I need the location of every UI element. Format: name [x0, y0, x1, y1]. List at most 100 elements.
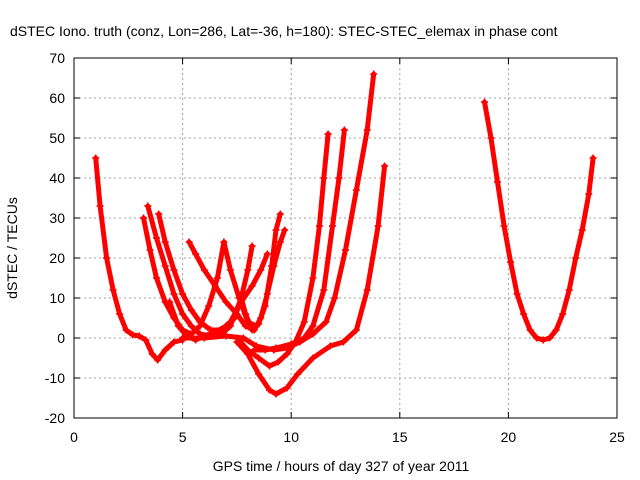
- data-point: [572, 254, 580, 262]
- chart-title: dSTEC Iono. truth (conz, Lon=286, Lat=-3…: [10, 23, 558, 39]
- data-point: [161, 238, 169, 246]
- data-point: [255, 370, 263, 378]
- data-point: [294, 370, 302, 378]
- data-point: [331, 294, 339, 302]
- series-line: [234, 163, 388, 397]
- data-point: [487, 134, 495, 142]
- data-point: [244, 266, 252, 274]
- x-tick-label: 5: [179, 429, 187, 445]
- data-point: [226, 266, 234, 274]
- data-point: [533, 334, 541, 342]
- y-axis-label: dSTEC / TECUs: [4, 197, 20, 299]
- data-point: [248, 326, 256, 334]
- x-tick-label: 20: [501, 429, 517, 445]
- data-point: [283, 384, 291, 392]
- data-point: [205, 302, 213, 310]
- series-10: [233, 162, 389, 398]
- x-axis-ticks: 0 5 10 15 20 25: [70, 58, 625, 445]
- data-point: [507, 258, 515, 266]
- data-point: [185, 238, 193, 246]
- data-point: [222, 298, 230, 306]
- data-point: [283, 350, 291, 358]
- data-point: [187, 322, 195, 330]
- data-point: [154, 356, 162, 364]
- data-point: [513, 290, 521, 298]
- data-point: [274, 358, 282, 366]
- y-tick-label: 70: [49, 50, 65, 66]
- y-tick-label: -20: [45, 410, 65, 426]
- data-point: [309, 274, 317, 282]
- data-point: [166, 298, 174, 306]
- data-point: [179, 290, 187, 298]
- data-point: [309, 354, 317, 362]
- data-point: [370, 70, 378, 78]
- data-point: [324, 130, 332, 138]
- data-point: [187, 306, 195, 314]
- data-point: [161, 346, 169, 354]
- data-point: [494, 178, 502, 186]
- y-tick-label: 30: [49, 210, 65, 226]
- data-point: [153, 274, 161, 282]
- data-point: [281, 226, 289, 234]
- data-point: [335, 174, 343, 182]
- data-point: [263, 250, 271, 258]
- data-point: [363, 286, 371, 294]
- data-point: [578, 226, 586, 234]
- series-1: [92, 154, 187, 364]
- series-9: [233, 130, 332, 370]
- data-point: [265, 362, 273, 370]
- data-point: [200, 334, 208, 342]
- data-point: [170, 266, 178, 274]
- data-point: [255, 354, 263, 362]
- data-point: [320, 286, 328, 294]
- data-point: [233, 338, 241, 346]
- x-tick-label: 25: [609, 429, 625, 445]
- data-point: [153, 234, 161, 242]
- data-point: [300, 318, 308, 326]
- data-point: [213, 274, 221, 282]
- data-point: [272, 226, 280, 234]
- data-point: [179, 310, 187, 318]
- data-point: [96, 202, 104, 210]
- data-point: [326, 342, 334, 350]
- data-point: [179, 334, 187, 342]
- data-point: [315, 222, 323, 230]
- data-point: [268, 262, 276, 270]
- data-point: [255, 320, 263, 328]
- data-point: [261, 346, 269, 354]
- data-point: [328, 222, 336, 230]
- data-point: [342, 246, 349, 254]
- data-series: [92, 70, 597, 398]
- data-point: [363, 126, 371, 134]
- data-point: [320, 174, 328, 182]
- data-point: [526, 326, 534, 334]
- data-point: [122, 326, 130, 334]
- series-6: [166, 210, 284, 344]
- data-point: [148, 350, 156, 358]
- plot-frame: [73, 57, 618, 419]
- data-point: [257, 266, 265, 274]
- data-point: [481, 98, 489, 106]
- data-point: [552, 326, 560, 334]
- data-point: [140, 214, 148, 222]
- data-point: [248, 242, 256, 250]
- x-tick-label: 15: [392, 429, 408, 445]
- data-point: [276, 238, 284, 246]
- x-tick-label: 0: [70, 429, 78, 445]
- data-point: [237, 294, 245, 302]
- data-point: [92, 154, 100, 162]
- data-point: [309, 322, 317, 330]
- data-point: [585, 190, 593, 198]
- y-axis-ticks: -20 -10 0 10 20 30 40 50 60 70: [45, 50, 617, 426]
- data-point: [155, 210, 163, 218]
- series-11: [481, 98, 597, 344]
- y-tick-label: 10: [49, 290, 65, 306]
- y-tick-label: 50: [49, 130, 65, 146]
- data-point: [129, 331, 137, 339]
- series-line: [251, 127, 347, 353]
- data-point: [352, 186, 360, 194]
- data-point: [244, 350, 252, 358]
- data-point: [300, 334, 308, 342]
- data-point: [276, 210, 284, 218]
